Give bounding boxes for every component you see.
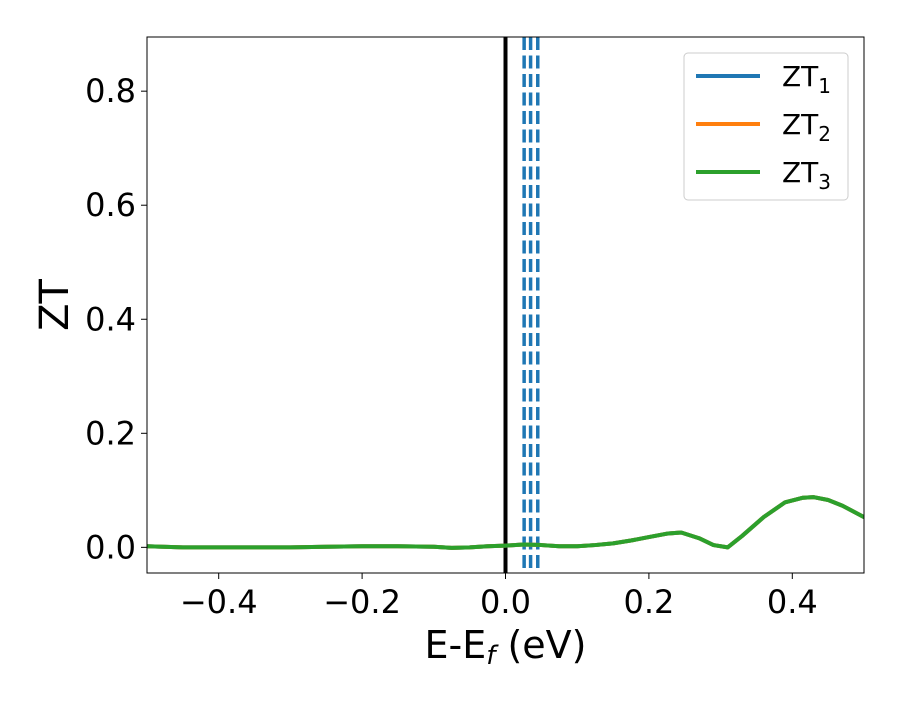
legend-label-zt1: ZT1	[782, 60, 831, 98]
y-axis-label: ZT	[32, 279, 78, 331]
series-line-zt3	[147, 495, 864, 550]
axes: −0.4 −0.2 0.0 0.2 0.4 0.0 0.2 0.4 0.6 0.8 E-Ef (eV…	[32, 36, 865, 671]
x-tick-label: 0.0	[480, 583, 531, 621]
x-tick-label: −0.4	[180, 583, 258, 621]
x-axis-label-unit: (eV)	[495, 623, 586, 667]
y-tick-label: 0.8	[85, 72, 136, 110]
plot-content	[147, 37, 864, 573]
legend-label-subscript: 1	[818, 74, 831, 98]
y-tick-label: 0.2	[85, 414, 136, 452]
x-tick-label: −0.2	[323, 583, 401, 621]
x-axis-label: E-Ef (eV)	[425, 623, 587, 671]
plot-area	[147, 37, 864, 573]
legend-label-subscript: 3	[818, 170, 831, 194]
legend-box	[683, 52, 849, 201]
y-tick-label: 0.6	[85, 186, 136, 224]
x-tick-label: 0.4	[767, 583, 818, 621]
legend-label-zt3: ZT3	[782, 156, 831, 194]
legend-label-zt2: ZT2	[782, 108, 831, 146]
y-tick-label: 0.4	[85, 300, 136, 338]
x-axis-label-main: E-E	[425, 623, 487, 667]
legend-label-main: ZT	[782, 108, 819, 141]
legend-label-subscript: 2	[818, 122, 831, 146]
y-tick-label: 0.0	[85, 528, 136, 566]
x-tick-label: 0.2	[623, 583, 674, 621]
legend-label-main: ZT	[782, 156, 819, 189]
legend-label-main: ZT	[782, 60, 819, 93]
